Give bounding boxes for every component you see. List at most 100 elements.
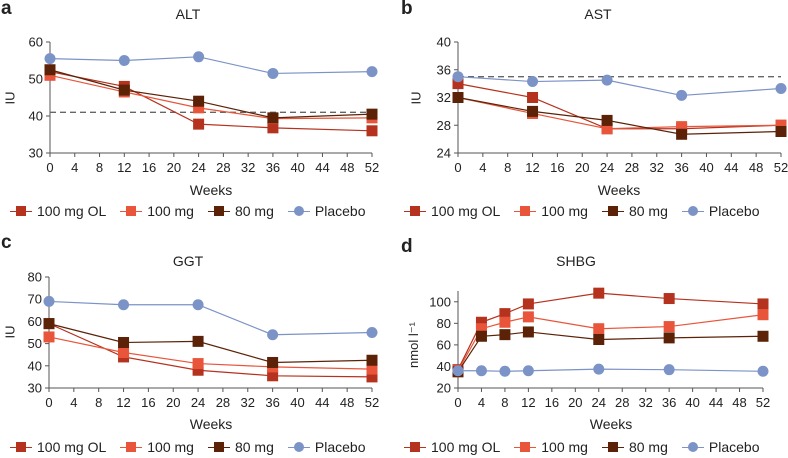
data-point-100-mg: [193, 102, 205, 114]
series-line-placebo: [48, 300, 373, 336]
data-point-80-mg: [193, 95, 205, 107]
y-tick-label: 30: [28, 381, 42, 396]
x-tick-label: 20: [166, 395, 180, 410]
x-tick-label: 8: [501, 395, 508, 410]
y-axis-label-a: IU: [2, 91, 18, 105]
x-tick-label: 36: [674, 160, 688, 175]
square-marker-icon: [120, 205, 143, 217]
x-tick-label: 48: [749, 160, 763, 175]
x-tick-label: 8: [504, 160, 511, 175]
x-tick-label: 40: [290, 160, 304, 175]
data-point-100-mg-ol: [757, 298, 769, 310]
data-point-100-mg: [663, 321, 675, 333]
x-tick-label: 4: [71, 160, 78, 175]
panel-title-alt: ALT: [175, 6, 201, 22]
data-point-100-mg-ol: [192, 364, 204, 376]
y-tick-label: 80: [437, 316, 451, 331]
series-line-placebo: [49, 56, 373, 75]
panel-letter-c: c: [1, 232, 12, 253]
data-point-100-mg-ol: [663, 293, 675, 305]
square-marker-icon: [10, 441, 32, 453]
y-tick-label: 40: [29, 109, 43, 124]
circle-marker-icon: [681, 205, 704, 217]
data-point-100-mg-ol: [193, 118, 205, 130]
y-tick-label: 60: [29, 35, 43, 50]
x-tick-label: 36: [265, 395, 279, 410]
x-tick-label: 32: [241, 395, 255, 410]
data-point-80-mg: [43, 318, 55, 330]
data-point-placebo: [118, 299, 130, 311]
series-line-100-mg: [457, 96, 782, 130]
data-point-100-mg: [366, 363, 378, 375]
square-marker-icon: [601, 441, 624, 453]
data-point-100-mg: [43, 331, 55, 343]
x-tick-label: 0: [45, 395, 52, 410]
y-tick-label: 50: [29, 72, 43, 87]
x-tick-label: 16: [545, 395, 559, 410]
legend-label: 100 mg OL: [431, 439, 501, 455]
legend-item: 80 mg: [601, 439, 668, 455]
x-tick-label: 8: [96, 160, 103, 175]
data-point-placebo: [366, 66, 378, 78]
legend-bottom-left: 100 mg OL 100 mg 80 mg Placebo: [10, 439, 365, 455]
data-point-placebo: [522, 365, 534, 377]
square-marker-icon: [404, 205, 426, 217]
data-point-100-mg-ol: [499, 308, 511, 320]
y-tick-label: 40: [437, 35, 451, 50]
y-axis-label-c: IU: [2, 325, 18, 339]
legend-label: Placebo: [708, 439, 760, 455]
x-tick-label: 36: [662, 395, 676, 410]
data-point-placebo: [601, 74, 613, 86]
series-line-80-mg: [49, 69, 373, 119]
data-point-placebo: [757, 365, 769, 377]
x-tick-label: 0: [454, 160, 461, 175]
data-point-placebo: [527, 76, 539, 88]
data-point-80-mg: [366, 354, 378, 366]
data-point-80-mg: [118, 336, 130, 348]
data-point-placebo: [267, 67, 279, 79]
data-point-80-mg: [267, 112, 279, 124]
legend-label: 80 mg: [234, 203, 274, 219]
data-point-80-mg: [775, 125, 787, 137]
x-tick-label: 44: [709, 395, 723, 410]
legend-item: 100 mg OL: [10, 203, 106, 219]
x-tick-label: 4: [479, 160, 486, 175]
data-point-placebo: [775, 82, 787, 94]
legend-label: 100 mg OL: [37, 439, 107, 455]
data-point-placebo: [44, 53, 56, 65]
square-marker-icon: [10, 205, 32, 217]
data-point-placebo: [475, 365, 487, 377]
x-tick-label: 40: [685, 395, 699, 410]
legend-item: Placebo: [681, 203, 759, 219]
data-point-100-mg-ol: [452, 78, 464, 90]
x-axis-label-d: Weeks: [589, 416, 633, 432]
x-tick-label: 16: [141, 395, 155, 410]
x-tick-label: 12: [116, 395, 130, 410]
y-axis-label-b: IU: [408, 91, 424, 105]
data-point-100-mg: [757, 309, 769, 321]
data-point-80-mg: [366, 108, 378, 120]
panel-letter-d: d: [401, 236, 413, 257]
legend-item: Placebo: [287, 439, 365, 455]
data-point-100-mg-ol: [522, 298, 534, 310]
x-tick-label: 32: [241, 160, 255, 175]
legend-item: 80 mg: [207, 203, 274, 219]
x-tick-label: 52: [365, 160, 379, 175]
data-point-100-mg: [118, 346, 130, 358]
x-tick-label: 32: [650, 160, 664, 175]
legend-item: 100 mg OL: [404, 203, 500, 219]
legend-label: 100 mg: [541, 439, 588, 455]
y-tick-label: 36: [437, 62, 451, 77]
y-tick-label: 40: [437, 359, 451, 374]
x-axis-label-a: Weeks: [189, 182, 233, 198]
x-tick-label: 20: [167, 160, 181, 175]
data-point-80-mg: [527, 105, 539, 117]
legend-item: Placebo: [287, 203, 365, 219]
y-tick-label: 70: [28, 292, 42, 307]
data-point-placebo: [452, 71, 464, 83]
data-point-80-mg: [44, 64, 56, 76]
data-point-100-mg: [601, 123, 613, 135]
x-tick-label: 28: [625, 160, 639, 175]
y-tick-label: 60: [28, 314, 42, 329]
data-point-100-mg-ol: [267, 370, 279, 382]
